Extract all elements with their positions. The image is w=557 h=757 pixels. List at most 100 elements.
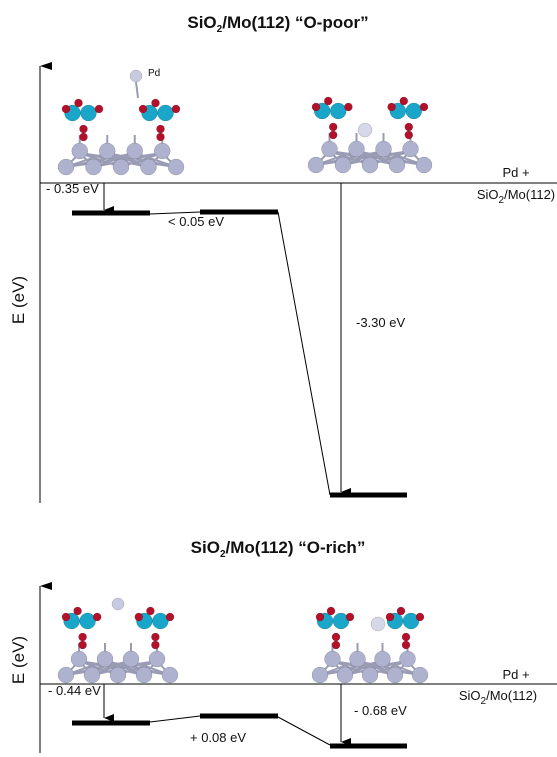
reference-label: SiO2/Mo(112): [459, 688, 537, 707]
o-atom: [316, 613, 324, 621]
title-text: /Mo(112) “O-rich”: [226, 538, 366, 557]
o-atom: [93, 613, 101, 621]
axis-label: E (eV): [9, 276, 28, 324]
mo-atom: [123, 651, 139, 667]
energy-diagram: SiO2/Mo(112) “O-poor” E (eV) Pd + SiO2/M…: [0, 0, 557, 757]
o-atom: [405, 131, 413, 139]
mo-atom: [136, 667, 152, 683]
mo-atom: [86, 159, 102, 175]
mo-atom: [376, 141, 392, 157]
o-atom: [346, 613, 354, 621]
o-atom: [402, 641, 410, 649]
mo-atom: [308, 157, 324, 173]
si-atom: [80, 613, 96, 629]
o-atom: [135, 613, 143, 621]
o-atom: [62, 105, 70, 113]
mo-atom: [403, 141, 419, 157]
o-atom: [329, 123, 337, 131]
energy-label: - 0.68 eV: [354, 703, 407, 718]
pd-atom: [358, 123, 372, 137]
o-atom: [332, 641, 340, 649]
o-atom: [79, 641, 87, 649]
o-atom: [95, 105, 103, 113]
si-atom: [158, 105, 174, 121]
title-text: SiO: [187, 13, 216, 32]
label-text: /Mo(112): [486, 688, 537, 703]
mo-atom: [113, 159, 129, 175]
mo-atom: [322, 141, 338, 157]
energy-label: + 0.08 eV: [190, 730, 246, 745]
o-atom: [157, 125, 165, 133]
label-text: /Mo(112): [504, 187, 555, 202]
o-atom: [151, 641, 159, 649]
o-atom: [386, 613, 394, 621]
o-atom: [397, 607, 405, 615]
o-atom: [139, 105, 147, 113]
si-atom: [152, 613, 168, 629]
mo-atom: [362, 667, 378, 683]
o-atom: [402, 633, 410, 641]
o-atom: [327, 607, 335, 615]
o-atom: [80, 133, 88, 141]
si-atom: [81, 105, 97, 121]
o-atom: [151, 633, 159, 641]
axis-label: E (eV): [9, 636, 28, 684]
o-atom: [79, 633, 87, 641]
mo-atom: [416, 157, 432, 173]
mo-atom: [71, 651, 87, 667]
o-atom: [400, 97, 408, 105]
si-atom: [330, 103, 346, 119]
connector: [150, 716, 200, 722]
mo-atom: [325, 651, 341, 667]
energy-label: - 0.35 eV: [46, 181, 99, 196]
o-atom: [332, 633, 340, 641]
mo-atom: [141, 159, 157, 175]
mo-atom: [72, 143, 88, 159]
mo-atom: [387, 667, 403, 683]
o-atom: [62, 613, 70, 621]
o-atom: [157, 133, 165, 141]
o-atom: [420, 103, 428, 111]
mo-atom: [335, 157, 351, 173]
connector: [278, 717, 330, 745]
o-atom: [75, 99, 83, 107]
adatom-label: Pd: [148, 68, 160, 79]
o-atom: [344, 103, 352, 111]
mo-atom: [127, 143, 143, 159]
label-text: SiO: [477, 187, 499, 202]
o-atom: [152, 99, 160, 107]
mo-atom: [84, 667, 100, 683]
connector: [278, 212, 330, 495]
o-atom: [312, 103, 320, 111]
o-atom: [74, 607, 82, 615]
energy-label: < 0.05 eV: [168, 214, 224, 229]
mo-atom: [400, 651, 416, 667]
mo-atom: [97, 651, 113, 667]
mo-atom: [375, 651, 391, 667]
mo-atom: [412, 667, 428, 683]
o-atom: [324, 97, 332, 105]
mo-atom: [58, 667, 74, 683]
mo-atom: [349, 141, 365, 157]
o-atom: [166, 613, 174, 621]
o-atom: [388, 103, 396, 111]
mo-atom: [162, 667, 178, 683]
panel-title: SiO2/Mo(112) “O-poor”: [187, 13, 368, 35]
pd-atom: [371, 617, 385, 631]
energy-label: - 0.44 eV: [48, 683, 101, 698]
pd-atom: [112, 598, 124, 610]
title-text: SiO: [191, 538, 220, 557]
o-atom: [146, 607, 154, 615]
o-atom: [172, 105, 180, 113]
mo-atom: [99, 143, 115, 159]
pd-atom: [130, 70, 142, 82]
si-atom: [406, 103, 422, 119]
bond: [136, 82, 138, 98]
mo-atom: [337, 667, 353, 683]
mo-atom: [389, 157, 405, 173]
title-text: /Mo(112) “O-poor”: [222, 13, 368, 32]
panel-title: SiO2/Mo(112) “O-rich”: [191, 538, 366, 560]
o-atom: [405, 123, 413, 131]
mo-atom: [110, 667, 126, 683]
mo-atom: [58, 159, 74, 175]
